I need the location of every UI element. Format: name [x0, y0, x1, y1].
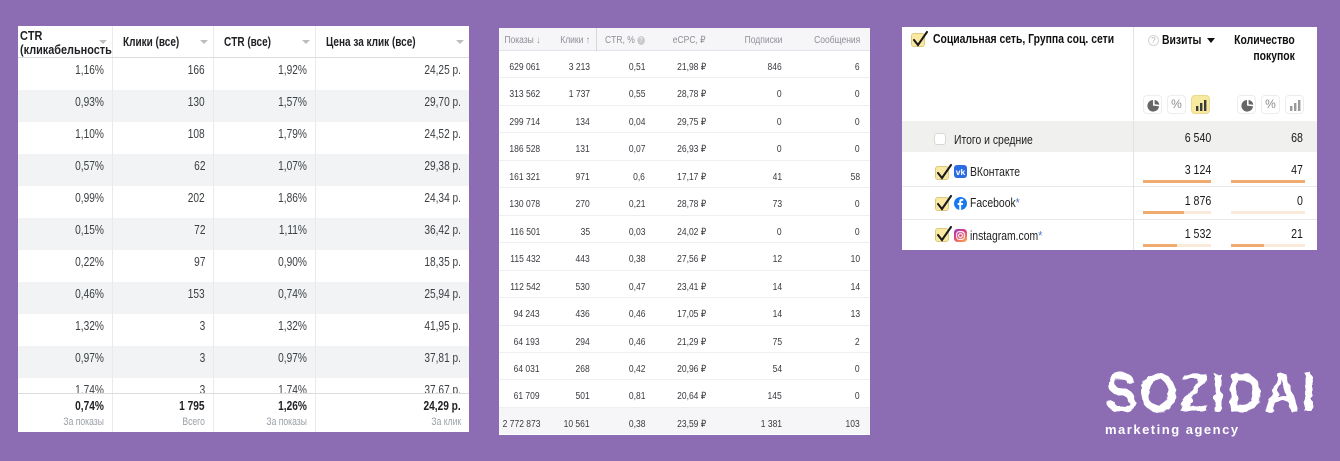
svg-text:vk: vk: [956, 167, 966, 177]
svg-text:SOZIDAI: SOZIDAI: [1105, 361, 1318, 423]
